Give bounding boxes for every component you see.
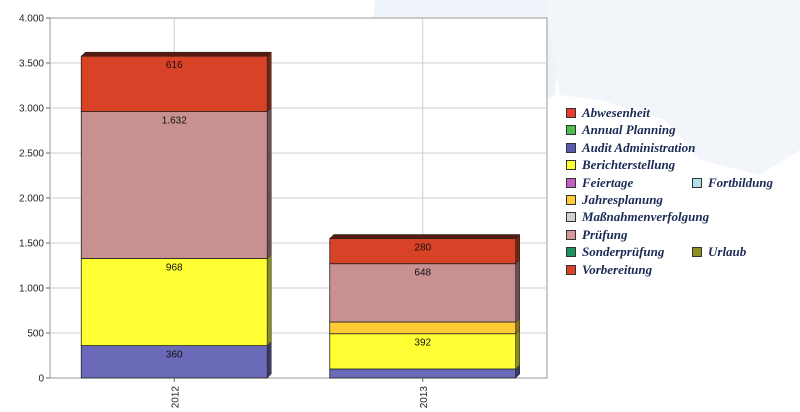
legend-swatch	[692, 177, 702, 188]
bar-top-face	[80, 51, 272, 57]
data-label: 616	[166, 60, 183, 71]
y-tick-label: 4.000	[19, 14, 44, 25]
legend-item: Maßnahmenverfolgung	[566, 209, 709, 225]
legend-item: Berichterstellung	[566, 157, 675, 173]
bar-segment-side	[515, 233, 520, 265]
legend-swatch	[566, 142, 576, 153]
legend-swatch	[566, 108, 576, 118]
bar-segment	[80, 111, 268, 259]
y-tick-label: 2.000	[19, 194, 44, 205]
legend-item: Vorbereitung	[566, 262, 652, 278]
bar-segment-side	[267, 253, 272, 347]
legend-swatch	[692, 247, 702, 258]
legend-swatch	[566, 195, 576, 205]
legend: Abwesenheit Annual Planning Audit Administ…	[566, 105, 800, 315]
legend-label: Jahresplanung	[582, 192, 663, 207]
data-label: 360	[166, 350, 183, 361]
data-label: 280	[414, 243, 431, 254]
legend-label: Feiertage	[582, 174, 634, 190]
y-tick-label: 0	[38, 374, 44, 385]
bar-segment-side	[267, 340, 272, 379]
bar-segment	[80, 258, 268, 347]
legend-swatch	[566, 264, 576, 275]
legend-swatch	[566, 160, 576, 171]
legend-item: Annual Planning	[566, 122, 676, 138]
legend-item: Abwesenheit	[566, 105, 650, 121]
plot-area: 0 500 1.000 1.500 2.000 2.500 3.000 3.500 4.000 3…	[19, 14, 548, 409]
legend-swatch	[566, 177, 576, 188]
legend-swatch	[566, 229, 576, 240]
y-tick-label: 1.500	[19, 239, 44, 250]
bar-segment	[80, 55, 268, 112]
bar-segment-side	[267, 106, 272, 260]
data-label: 1.632	[162, 116, 187, 127]
bar-segment	[80, 345, 268, 379]
bar-segment	[329, 321, 517, 335]
bar-segment-side	[515, 259, 520, 323]
x-tick-label: 2012	[170, 386, 181, 409]
legend-label: Maßnahmenverfolgung	[582, 209, 710, 225]
legend-label: Abwesenheit	[582, 105, 650, 120]
legend-label: Annual Planning	[582, 122, 676, 138]
legend-label: Vorbereitung	[582, 261, 653, 277]
legend-label: Berichterstellung	[582, 157, 676, 173]
legend-item: Fortbildung	[692, 175, 773, 191]
legend-item: Sonderprüfung	[566, 244, 664, 260]
legend-swatch	[566, 125, 576, 136]
legend-item: Urlaub	[692, 244, 746, 260]
legend-label: Sonderprüfung	[582, 244, 665, 260]
y-tick-label: 500	[27, 329, 44, 340]
legend-label: Prüfung	[582, 226, 628, 242]
bar-segment-side	[515, 329, 520, 370]
legend-label: Urlaub	[708, 244, 747, 260]
bar-segment	[329, 368, 517, 379]
y-tick-label: 3.500	[19, 59, 44, 70]
legend-swatch	[566, 247, 576, 258]
legend-item: Prüfung	[566, 227, 628, 243]
x-tick-label: 2013	[419, 386, 430, 409]
data-label: 392	[414, 338, 431, 349]
y-tick-label: 3.000	[19, 104, 44, 115]
legend-swatch	[566, 212, 576, 223]
bar-top-face	[329, 234, 521, 239]
bar-segment-side	[267, 51, 272, 113]
bar-segment	[329, 333, 517, 370]
legend-label: Audit Administration	[582, 139, 696, 155]
legend-label: Fortbildung	[708, 174, 774, 190]
legend-item: Jahresplanung	[566, 192, 663, 208]
data-label: 968	[166, 262, 183, 273]
bar-segment	[329, 263, 517, 323]
data-label: 648	[414, 268, 431, 279]
y-tick-label: 1.000	[19, 284, 44, 295]
y-tick-label: 2.500	[19, 149, 44, 160]
legend-item: Feiertage	[566, 175, 633, 191]
legend-item: Audit Administration	[566, 140, 695, 156]
